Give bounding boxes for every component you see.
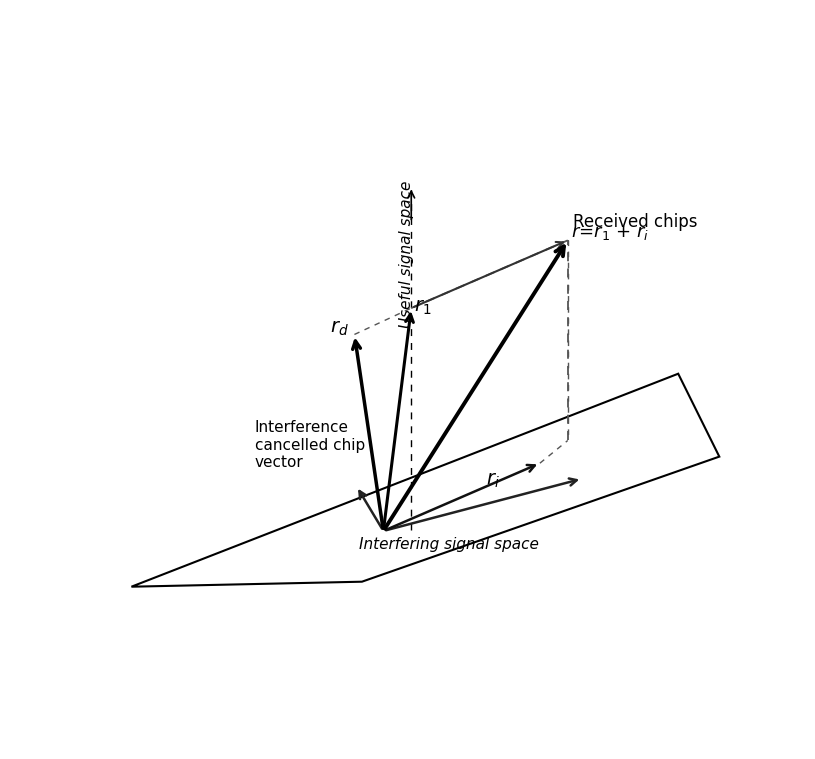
Text: Received chips: Received chips [574,213,698,231]
Text: r$_1$: r$_1$ [414,298,432,317]
Text: r$_i$: r$_i$ [487,471,500,490]
Text: Interference
cancelled chip
vector: Interference cancelled chip vector [255,420,365,470]
Text: r$_d$: r$_d$ [330,320,349,339]
Text: r=r$_1$ + r$_i$: r=r$_1$ + r$_i$ [571,225,650,242]
Polygon shape [131,373,720,587]
Text: Useful signal space: Useful signal space [399,181,414,328]
Text: Interfering signal space: Interfering signal space [359,537,539,553]
